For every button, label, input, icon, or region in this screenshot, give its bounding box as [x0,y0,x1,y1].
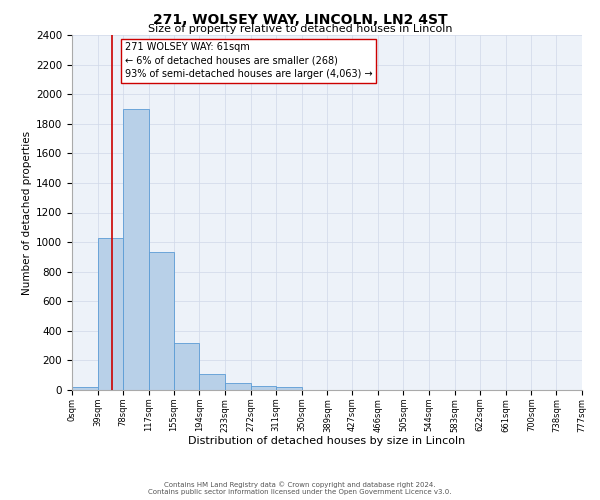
X-axis label: Distribution of detached houses by size in Lincoln: Distribution of detached houses by size … [188,436,466,446]
Bar [251,386,276,390]
Bar [149,252,174,390]
Bar [123,109,149,390]
Text: 271 WOLSEY WAY: 61sqm
← 6% of detached houses are smaller (268)
93% of semi-deta: 271 WOLSEY WAY: 61sqm ← 6% of detached h… [125,42,372,79]
Text: Contains public sector information licensed under the Open Government Licence v3: Contains public sector information licen… [148,489,452,495]
Bar [174,342,199,390]
Text: Size of property relative to detached houses in Lincoln: Size of property relative to detached ho… [148,24,452,34]
Bar [225,382,251,390]
Text: 271, WOLSEY WAY, LINCOLN, LN2 4ST: 271, WOLSEY WAY, LINCOLN, LN2 4ST [152,12,448,26]
Y-axis label: Number of detached properties: Number of detached properties [22,130,32,294]
Bar [199,374,225,390]
Bar [72,387,98,390]
Text: Contains HM Land Registry data © Crown copyright and database right 2024.: Contains HM Land Registry data © Crown c… [164,481,436,488]
Bar [276,387,302,390]
Bar [98,238,123,390]
